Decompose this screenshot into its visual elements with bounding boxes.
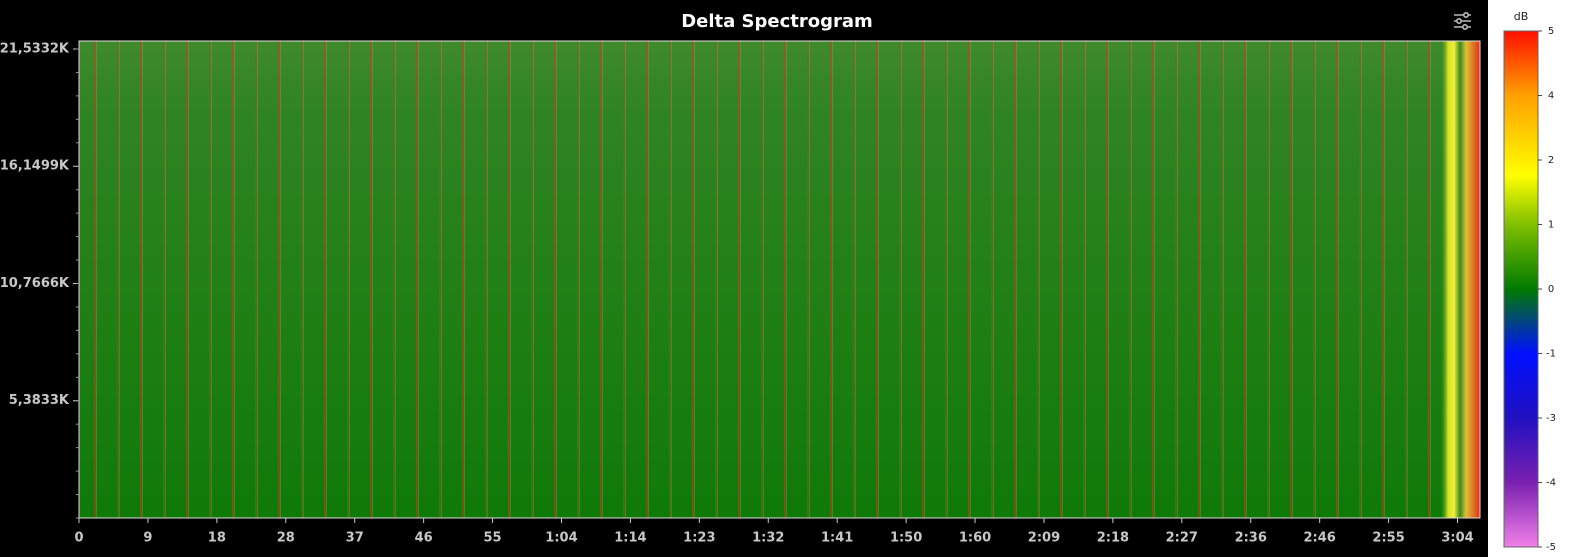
x-tick-label: 9 — [143, 531, 152, 546]
x-tick-label: 1:41 — [821, 531, 853, 546]
x-tick-label: 2:46 — [1303, 531, 1335, 546]
spectrogram-edge — [1440, 41, 1480, 518]
colorbar-tick-label: 2 — [1548, 155, 1554, 166]
colorbar-tick-label: -1 — [1546, 349, 1556, 360]
x-tick-label: 1:04 — [545, 531, 577, 546]
colorbar-tick-label: -4 — [1546, 478, 1556, 489]
x-tick-label: 1:32 — [752, 531, 784, 546]
colorbar-tick-label: -5 — [1546, 542, 1556, 553]
chart-title: Delta Spectrogram — [681, 11, 873, 32]
colorbar-tick-label: 0 — [1548, 284, 1554, 295]
x-tick-label: 55 — [484, 531, 502, 546]
y-tick-label: 10,7666K — [0, 276, 70, 291]
y-tick-label: 5,3833K — [9, 393, 70, 408]
x-tick-label: 2:09 — [1028, 531, 1060, 546]
spectrogram — [78, 40, 1481, 519]
x-tick-label: 18 — [208, 531, 226, 546]
x-tick-label: 0 — [74, 531, 83, 546]
colorbar-tick-label: -3 — [1546, 413, 1556, 424]
y-tick-label: 16,1499K — [0, 159, 70, 174]
plot-frame — [78, 40, 1481, 519]
colorbar-tick-label: 4 — [1548, 91, 1554, 102]
x-tick-label: 46 — [415, 531, 433, 546]
x-tick-label: 28 — [277, 531, 295, 546]
x-tick-label: 2:18 — [1097, 531, 1129, 546]
x-tick-label: 3:04 — [1441, 531, 1473, 546]
x-tick-label: 1:60 — [959, 531, 991, 546]
x-tick-label: 2:36 — [1235, 531, 1267, 546]
x-tick-label: 1:50 — [890, 531, 922, 546]
settings-icon[interactable] — [1454, 12, 1471, 30]
x-tick-label: 37 — [346, 531, 364, 546]
x-tick-label: 1:14 — [614, 531, 646, 546]
y-tick-label: 21,5332K — [0, 41, 70, 56]
colorbar-tick-label: 1 — [1548, 220, 1554, 231]
colorbar-tick-label: 5 — [1548, 26, 1554, 37]
colorbar-label: dB — [1514, 10, 1529, 23]
spectrogram-stripes — [79, 41, 1449, 518]
colorbar — [1503, 30, 1539, 548]
x-tick-label: 1:23 — [683, 531, 715, 546]
x-tick-label: 2:55 — [1372, 531, 1404, 546]
x-tick-label: 2:27 — [1166, 531, 1198, 546]
